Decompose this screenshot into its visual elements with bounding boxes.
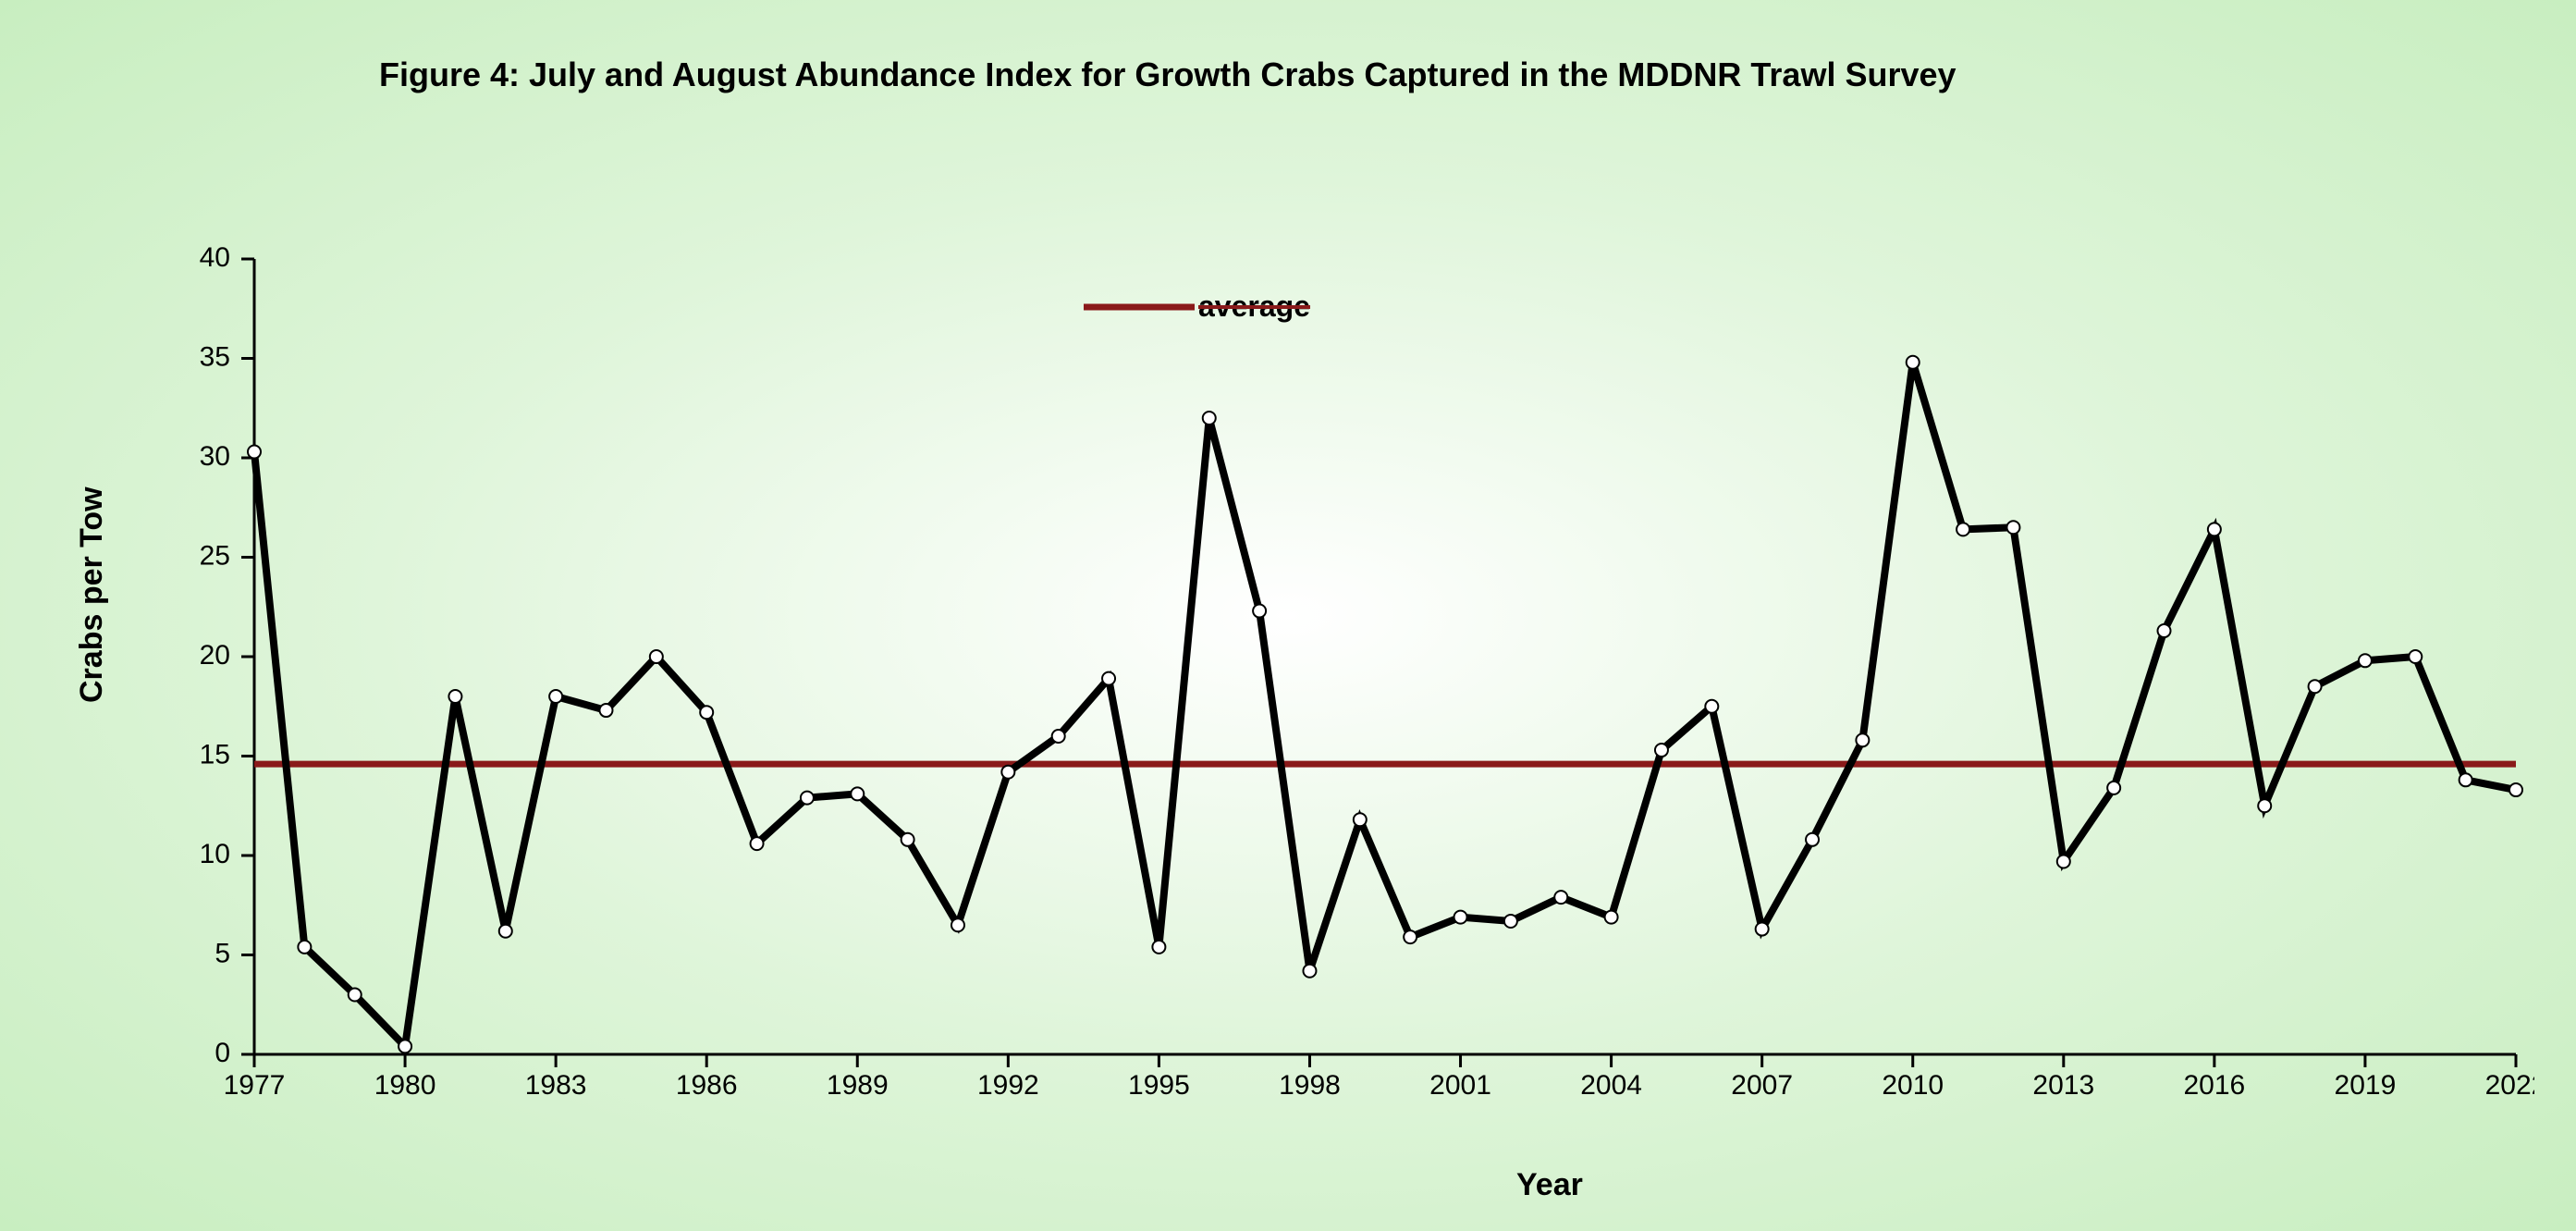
data-marker (2409, 650, 2422, 663)
ytick-label: 20 (200, 640, 230, 671)
data-marker (448, 690, 461, 703)
data-marker (1404, 930, 1417, 943)
xtick-label: 1998 (1279, 1070, 1341, 1101)
data-marker (2258, 799, 2271, 812)
data-marker (902, 833, 914, 846)
data-marker (1605, 911, 1618, 924)
chart-title: Figure 4: July and August Abundance Inde… (379, 55, 1957, 94)
ytick-label: 5 (215, 938, 230, 968)
ytick-labels-group: 0 5 10 15 20 25 30 35 40 (200, 242, 230, 1068)
x-axis-label: Year (1516, 1167, 1583, 1203)
data-marker (1052, 730, 1065, 743)
data-marker (1655, 744, 1668, 757)
data-marker (2158, 624, 2171, 637)
data-marker (2057, 855, 2070, 868)
ytick-label: 35 (200, 341, 230, 372)
data-marker (751, 837, 764, 850)
xtick-label: 2016 (2183, 1070, 2245, 1101)
data-marker (499, 925, 512, 938)
xtick-label: 1983 (525, 1070, 587, 1101)
data-marker (1303, 965, 1316, 978)
data-marker (2208, 523, 2221, 535)
xtick-label: 2010 (1882, 1070, 1944, 1101)
xtick-label: 1977 (224, 1070, 286, 1101)
ytick-label: 10 (200, 839, 230, 869)
y-axis-label: Crabs per Tow (74, 486, 110, 703)
data-marker (1354, 813, 1367, 826)
xtick-label: 1995 (1128, 1070, 1190, 1101)
data-marker (2107, 782, 2120, 794)
xtick-labels-group: 1977 1980 1983 1986 1989 1992 1995 1998 2001 2004… (224, 1070, 2534, 1101)
data-marker (2309, 680, 2322, 693)
data-marker (349, 989, 362, 1002)
data-marker (1203, 412, 1216, 425)
data-marker (951, 918, 964, 931)
data-marker (1102, 672, 1115, 685)
ytick-label: 0 (215, 1038, 230, 1068)
data-marker (1152, 941, 1165, 954)
data-marker (2459, 773, 2472, 786)
ytick-label: 30 (200, 441, 230, 472)
data-marker (599, 704, 612, 717)
line-chart: 1977198019831986198919921995199820012004… (171, 240, 2534, 1138)
data-marker (1806, 833, 1819, 846)
data-marker (1504, 915, 1517, 928)
data-marker (248, 446, 261, 459)
data-marker (650, 650, 663, 663)
data-marker (399, 1040, 411, 1053)
xtick-label: 2022 (2485, 1070, 2534, 1101)
xtick-label: 2007 (1731, 1070, 1793, 1101)
xtick-label: 2013 (2032, 1070, 2094, 1101)
data-marker (1705, 700, 1718, 713)
data-marker (1454, 911, 1467, 924)
xtick-label: 2001 (1429, 1070, 1491, 1101)
xtick-label: 1980 (374, 1070, 436, 1101)
data-marker (1001, 766, 1014, 779)
data-marker (1856, 733, 1869, 746)
ytick-label: 25 (200, 540, 230, 571)
xtick-label: 1992 (977, 1070, 1039, 1101)
data-marker (700, 706, 713, 719)
data-marker (851, 787, 864, 800)
data-marker (2006, 521, 2019, 534)
data-marker (2359, 654, 2372, 667)
xtick-label: 1989 (827, 1070, 889, 1101)
data-line-group (254, 363, 2516, 1047)
ytick-label: 15 (200, 739, 230, 769)
data-marker (1957, 523, 1969, 535)
data-marker (1253, 605, 1266, 618)
xtick-label: 1986 (676, 1070, 738, 1101)
data-marker (1554, 891, 1567, 904)
data-marker (1907, 356, 1920, 369)
data-marker (549, 690, 562, 703)
data-line (254, 363, 2516, 1047)
data-marker (801, 792, 814, 805)
axes-group (241, 259, 2516, 1067)
xtick-label: 2004 (1580, 1070, 1642, 1101)
data-marker (2509, 783, 2522, 796)
ytick-label: 40 (200, 242, 230, 273)
data-marker (298, 941, 311, 954)
data-marker (1756, 923, 1769, 936)
xtick-label: 2019 (2335, 1070, 2397, 1101)
